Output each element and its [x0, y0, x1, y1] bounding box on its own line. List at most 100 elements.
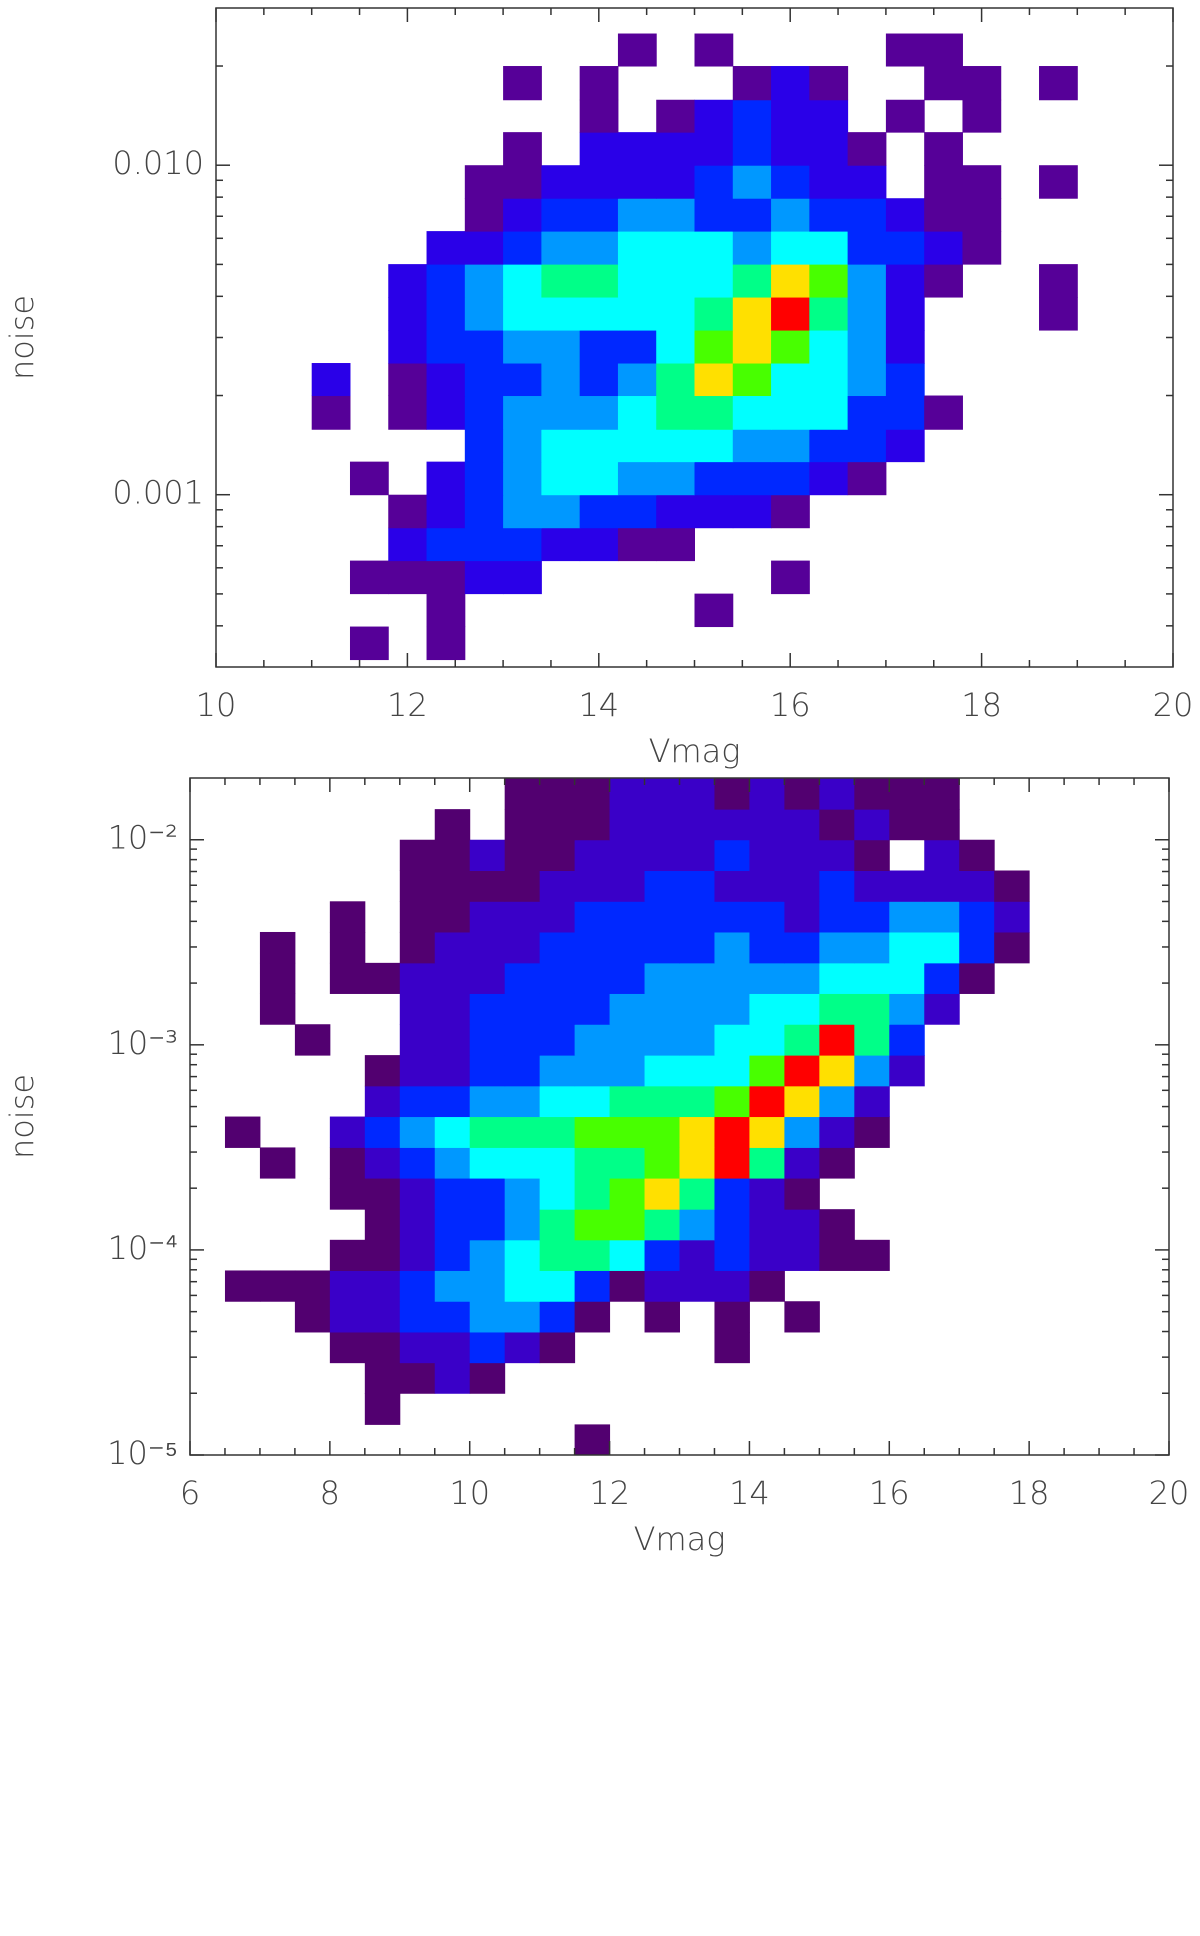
heatmap-cell	[609, 1270, 646, 1302]
heatmap-cell	[847, 330, 887, 364]
heatmap-cell	[749, 1147, 785, 1179]
heatmap-cell	[656, 99, 695, 133]
heatmap-cell	[225, 993, 260, 1024]
heatmap-cell	[714, 1209, 750, 1241]
heatmap-cell	[541, 395, 581, 430]
heatmap-cell	[464, 363, 504, 397]
heatmap-cell	[819, 809, 855, 841]
heatmap-cell	[962, 99, 1002, 133]
heatmap-cell	[260, 1301, 295, 1332]
heatmap-cell	[924, 809, 960, 841]
heatmap-cell	[784, 1024, 820, 1056]
heatmap-cell	[679, 839, 715, 871]
heatmap-cell	[295, 1117, 330, 1148]
heatmap-cell	[464, 461, 504, 496]
heatmap-cell	[540, 1363, 575, 1394]
heatmap-cell	[809, 561, 848, 595]
heatmap-cell	[694, 330, 734, 364]
heatmap-cell	[579, 99, 619, 133]
heatmap-cell	[426, 593, 466, 628]
heatmap-cell	[854, 1055, 890, 1087]
heatmap-cell	[994, 1301, 1029, 1332]
heatmap-cell	[694, 198, 734, 232]
heatmap-cell	[1039, 100, 1078, 133]
heatmap-cell	[848, 100, 887, 133]
heatmap-cell	[225, 1147, 260, 1178]
heatmap-cell	[644, 778, 680, 810]
heatmap-cell	[434, 962, 471, 994]
heatmap-cell	[388, 198, 427, 231]
heatmap-cell	[617, 461, 657, 496]
heatmap-cell	[312, 231, 351, 265]
heatmap-cell	[771, 198, 810, 232]
heatmap-cell	[656, 165, 695, 199]
heatmap-cell	[329, 1178, 366, 1210]
heatmap-cell	[924, 395, 963, 430]
heatmap-cell	[644, 901, 680, 933]
heatmap-cell	[732, 461, 772, 496]
heatmap-cell	[771, 528, 810, 561]
heatmap-cell	[771, 231, 810, 265]
heatmap-cell	[574, 778, 611, 810]
heatmap-cell	[434, 1270, 471, 1302]
heatmap-cell	[260, 1363, 295, 1394]
heatmap-cell	[225, 1240, 260, 1271]
heatmap-cell	[644, 1085, 680, 1118]
heatmap-cell	[784, 1085, 820, 1118]
heatmap-cell	[260, 901, 295, 932]
heatmap-cell	[644, 1239, 680, 1271]
heatmap-cell	[1077, 132, 1116, 166]
heatmap-cell	[504, 1209, 541, 1241]
heatmap-cell	[503, 264, 542, 298]
heatmap-cell	[609, 931, 646, 964]
heatmap-cell	[399, 1270, 436, 1302]
heatmap-cell	[541, 494, 581, 529]
x-tick-label: 16	[869, 1474, 910, 1512]
heatmap-cell	[469, 1055, 506, 1087]
heatmap-cell	[388, 527, 428, 562]
heatmap-cell	[732, 132, 772, 166]
heatmap-cell	[644, 1270, 680, 1302]
heatmap-cell	[695, 66, 734, 100]
heatmap-cell	[749, 931, 785, 964]
heatmap-cell	[1029, 963, 1064, 994]
heatmap-cell	[1077, 396, 1116, 430]
heatmap-cell	[312, 528, 351, 561]
heatmap-cell	[994, 1240, 1029, 1271]
heatmap-cell	[1001, 165, 1040, 199]
heatmap-cell	[847, 165, 887, 199]
heatmap-cell	[733, 34, 772, 67]
heatmap-cell	[994, 931, 1030, 964]
heatmap-cell	[959, 1055, 994, 1086]
heatmap-cell	[1001, 627, 1040, 661]
heatmap-cell	[1029, 1363, 1064, 1394]
heatmap-cell	[994, 1147, 1029, 1178]
heatmap-cell	[809, 495, 848, 529]
heatmap-cell	[885, 297, 925, 331]
heatmap-cell	[924, 561, 963, 595]
heatmap-cell	[574, 1178, 611, 1210]
heatmap-cell	[504, 993, 541, 1025]
heatmap-cell	[848, 627, 887, 661]
heatmap-cell	[994, 809, 1029, 840]
heatmap-cell	[1039, 330, 1078, 363]
heatmap-cell	[771, 165, 810, 199]
heatmap-cell	[889, 1363, 924, 1394]
heatmap-cell	[224, 1270, 261, 1302]
heatmap-cell	[959, 1147, 994, 1178]
heatmap-cell	[400, 1393, 435, 1425]
heatmap-cell	[311, 395, 351, 430]
heatmap-cell	[695, 627, 734, 661]
heatmap-cell	[994, 1086, 1029, 1117]
heatmap-cell	[819, 1116, 855, 1148]
heatmap-cell	[330, 778, 365, 810]
heatmap-cell	[504, 809, 541, 841]
heatmap-cell	[609, 962, 646, 994]
heatmap-cell	[1039, 594, 1078, 627]
heatmap-cell	[617, 33, 657, 67]
heatmap-cell	[848, 495, 887, 529]
heatmap-cell	[1064, 1393, 1099, 1425]
heatmap-cell	[886, 594, 925, 627]
heatmap-cell	[504, 931, 541, 964]
heatmap-cell	[434, 1301, 471, 1333]
